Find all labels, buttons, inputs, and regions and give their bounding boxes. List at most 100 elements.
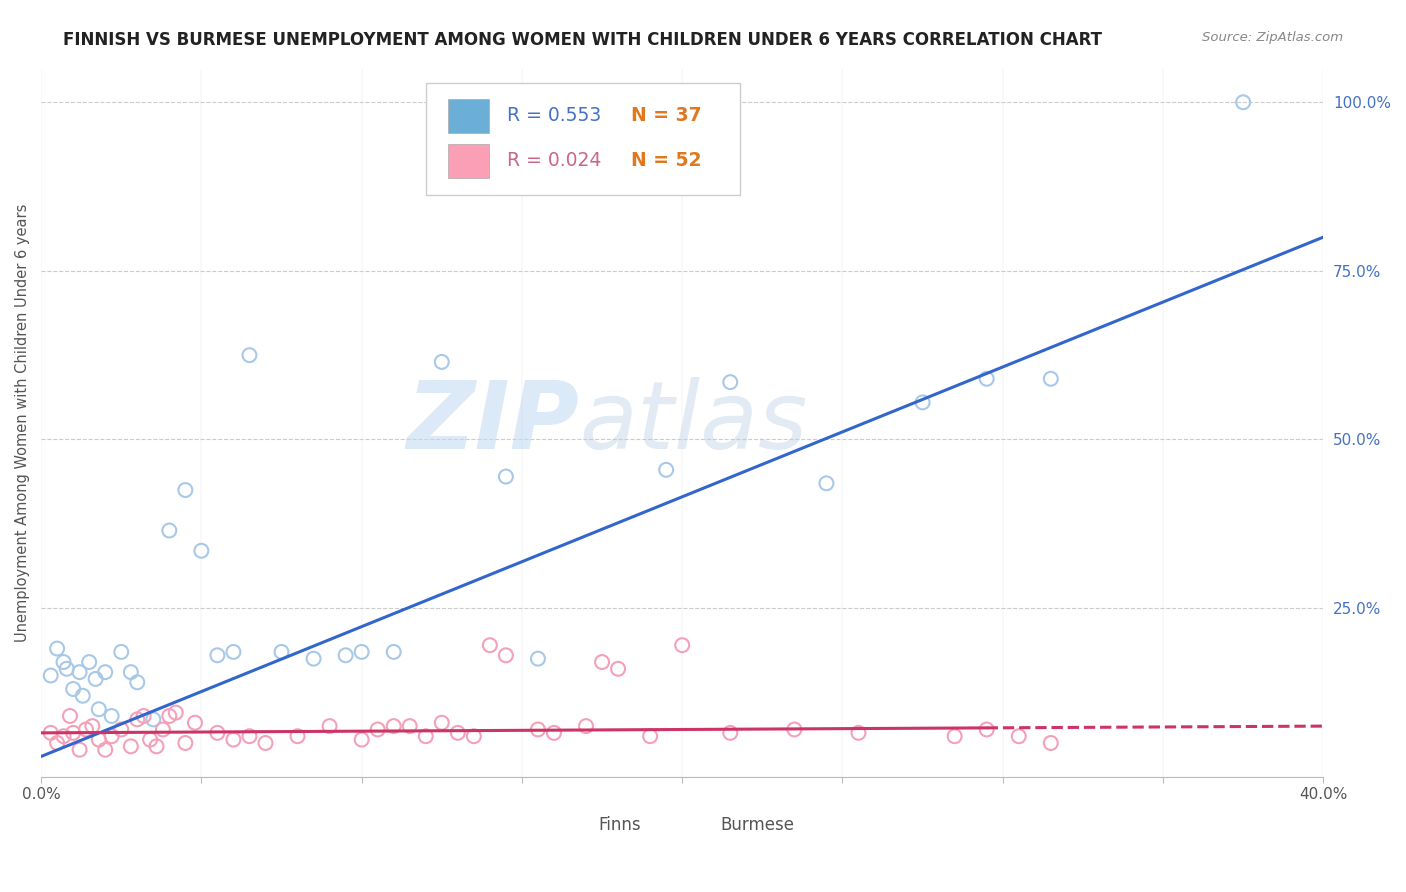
Bar xyxy=(689,812,717,838)
Point xyxy=(783,723,806,737)
Text: R = 0.024: R = 0.024 xyxy=(506,151,600,170)
Point xyxy=(69,665,91,680)
Point xyxy=(270,645,292,659)
Point xyxy=(87,732,110,747)
Point xyxy=(139,732,162,747)
Point xyxy=(222,732,245,747)
Point xyxy=(94,742,117,756)
Point xyxy=(174,483,197,497)
Point xyxy=(430,715,453,730)
Point xyxy=(302,651,325,665)
Point xyxy=(943,729,966,743)
Point xyxy=(318,719,340,733)
Point xyxy=(165,706,187,720)
Text: ZIP: ZIP xyxy=(406,376,579,468)
Y-axis label: Unemployment Among Women with Children Under 6 years: Unemployment Among Women with Children U… xyxy=(15,203,30,642)
Point xyxy=(1008,729,1031,743)
Text: FINNISH VS BURMESE UNEMPLOYMENT AMONG WOMEN WITH CHILDREN UNDER 6 YEARS CORRELAT: FINNISH VS BURMESE UNEMPLOYMENT AMONG WO… xyxy=(63,31,1102,49)
Point xyxy=(100,729,122,743)
Point xyxy=(110,723,132,737)
Point xyxy=(350,732,373,747)
FancyBboxPatch shape xyxy=(426,83,740,194)
Point xyxy=(287,729,309,743)
Point xyxy=(157,524,180,538)
Point xyxy=(142,712,165,726)
Point xyxy=(39,726,62,740)
Point xyxy=(447,726,470,740)
Point xyxy=(46,736,69,750)
Point xyxy=(184,715,207,730)
Point xyxy=(671,638,693,652)
Point xyxy=(174,736,197,750)
Point xyxy=(335,648,357,663)
Point xyxy=(157,709,180,723)
Point xyxy=(1039,736,1062,750)
Point xyxy=(527,723,550,737)
Point xyxy=(1232,95,1254,110)
Point xyxy=(718,726,741,740)
Point xyxy=(398,719,420,733)
Point xyxy=(87,702,110,716)
Point xyxy=(120,739,142,754)
Point xyxy=(254,736,277,750)
Point xyxy=(430,355,453,369)
Point xyxy=(238,729,260,743)
Text: Source: ZipAtlas.com: Source: ZipAtlas.com xyxy=(1202,31,1343,45)
Point xyxy=(39,668,62,682)
Point xyxy=(575,719,598,733)
Point xyxy=(110,645,132,659)
Point xyxy=(478,638,501,652)
Point xyxy=(976,372,998,386)
Point xyxy=(382,645,405,659)
Point xyxy=(607,662,630,676)
Point xyxy=(75,723,97,737)
Point xyxy=(207,648,229,663)
Point xyxy=(527,651,550,665)
Point xyxy=(911,395,934,409)
Point xyxy=(463,729,485,743)
Point xyxy=(52,729,75,743)
Point xyxy=(152,723,174,737)
Point xyxy=(127,712,149,726)
Point xyxy=(100,709,122,723)
Point xyxy=(127,675,149,690)
Text: R = 0.553: R = 0.553 xyxy=(506,106,600,126)
Bar xyxy=(447,144,489,178)
Point xyxy=(120,665,142,680)
Text: N = 37: N = 37 xyxy=(631,106,702,126)
Text: atlas: atlas xyxy=(579,377,808,468)
Point xyxy=(82,719,104,733)
Point xyxy=(77,655,100,669)
Bar xyxy=(564,812,592,838)
Point xyxy=(350,645,373,659)
Point xyxy=(495,648,517,663)
Point xyxy=(132,709,155,723)
Point xyxy=(69,742,91,756)
Text: N = 52: N = 52 xyxy=(631,151,702,170)
Point xyxy=(848,726,870,740)
Point xyxy=(367,723,389,737)
Point xyxy=(59,709,82,723)
Point xyxy=(62,726,84,740)
Point xyxy=(238,348,260,362)
Point xyxy=(415,729,437,743)
Point xyxy=(207,726,229,740)
Point xyxy=(190,543,212,558)
Point xyxy=(382,719,405,733)
Point xyxy=(52,655,75,669)
Point xyxy=(543,726,565,740)
Point xyxy=(55,662,77,676)
Point xyxy=(222,645,245,659)
Text: Burmese: Burmese xyxy=(721,816,794,834)
Point xyxy=(655,463,678,477)
Point xyxy=(46,641,69,656)
Point xyxy=(145,739,167,754)
Point xyxy=(1039,372,1062,386)
Point xyxy=(84,672,107,686)
Point xyxy=(495,469,517,483)
Text: Finns: Finns xyxy=(599,816,641,834)
Point xyxy=(718,375,741,389)
Point xyxy=(94,665,117,680)
Point xyxy=(72,689,94,703)
Point xyxy=(62,681,84,696)
